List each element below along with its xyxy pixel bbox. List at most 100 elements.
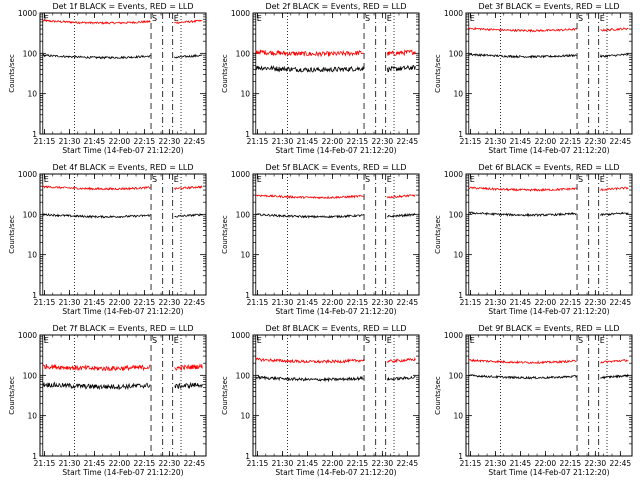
plot-frame — [252, 334, 420, 457]
x-tick-label: 22:45 — [184, 459, 206, 468]
y-tick-label: 100 — [23, 371, 38, 380]
plot-frame — [39, 173, 207, 296]
x-tick-label: 21:30 — [59, 137, 81, 146]
y-tick-label: 10 — [27, 90, 37, 99]
marker-label: S — [365, 175, 370, 184]
x-tick-label: 22:00 — [535, 459, 557, 468]
marker-label: E — [174, 14, 179, 23]
lld-series-line — [255, 356, 416, 364]
marker-label: E — [470, 175, 475, 184]
x-tick-label: 22:00 — [535, 137, 557, 146]
x-tick-label: 21:45 — [84, 137, 106, 146]
events-series-line — [42, 212, 203, 219]
marker-label: S — [152, 14, 157, 23]
x-tick-label: 22:30 — [159, 298, 181, 307]
y-tick-label: 10 — [27, 412, 37, 421]
lld-series-line — [42, 362, 203, 372]
marker-label: E — [44, 175, 49, 184]
x-tick-label: 22:45 — [184, 298, 206, 307]
y-axis-label: Counts/sec — [434, 54, 442, 93]
y-tick-label: 100 — [236, 371, 251, 380]
y-tick-label: 1 — [32, 130, 37, 139]
x-tick-label: 22:00 — [109, 459, 131, 468]
x-tick-label: 21:45 — [297, 137, 319, 146]
events-series-line — [42, 53, 203, 60]
y-tick-label: 1 — [245, 291, 250, 300]
y-tick-label: 1 — [458, 452, 463, 461]
events-series-line — [255, 64, 416, 73]
panel-8: Det 8f BLACK = Events, RED = LLD 1 10 100 10… — [221, 324, 420, 477]
y-axis-label: Counts/sec — [8, 54, 16, 93]
lld-series-line — [468, 26, 629, 33]
panel-title: Det 9f BLACK = Events, RED = LLD — [478, 324, 619, 333]
plot-frame — [39, 334, 207, 457]
y-tick-label: 1000 — [231, 9, 250, 18]
x-tick-label: 21:45 — [297, 459, 319, 468]
x-tick-label: 21:30 — [272, 298, 294, 307]
x-tick-label: 21:30 — [272, 137, 294, 146]
panel-6: Det 6f BLACK = Events, RED = LLD 1 10 100 10… — [434, 163, 633, 316]
y-axis-label: Counts/sec — [434, 376, 442, 415]
marker-label: S — [152, 175, 157, 184]
y-tick-label: 1 — [32, 291, 37, 300]
y-tick-label: 10 — [27, 251, 37, 260]
x-tick-label: 21:15 — [34, 459, 56, 468]
marker-label: E — [387, 175, 392, 184]
panel-3: Det 3f BLACK = Events, RED = LLD 1 10 100 10… — [434, 2, 633, 155]
lld-series-line — [255, 194, 416, 200]
y-tick-label: 10 — [453, 90, 463, 99]
y-tick-label: 10 — [453, 251, 463, 260]
x-tick-label: 22:45 — [397, 298, 419, 307]
events-series-line — [255, 213, 416, 219]
panel-1: Det 1f BLACK = Events, RED = LLD 1 10 100 10… — [8, 2, 207, 155]
panel-title: Det 4f BLACK = Events, RED = LLD — [52, 163, 193, 172]
panel-title: Det 3f BLACK = Events, RED = LLD — [478, 2, 619, 11]
y-axis-label: Counts/sec — [8, 376, 16, 415]
x-tick-label: 22:00 — [322, 137, 344, 146]
y-tick-label: 100 — [23, 49, 38, 58]
panel-7: Det 7f BLACK = Events, RED = LLD 1 10 100 10… — [8, 324, 207, 477]
x-tick-label: 22:00 — [322, 459, 344, 468]
x-tick-label: 21:45 — [84, 298, 106, 307]
marker-label: E — [257, 14, 262, 23]
panel-title: Det 6f BLACK = Events, RED = LLD — [478, 163, 619, 172]
panel-2: Det 2f BLACK = Events, RED = LLD 1 10 100 10… — [221, 2, 420, 155]
y-axis-label: Counts/sec — [221, 54, 229, 93]
marker-label: E — [387, 14, 392, 23]
x-tick-label: 22:45 — [397, 459, 419, 468]
x-tick-label: 22:00 — [535, 298, 557, 307]
marker-label: S — [365, 14, 370, 23]
y-axis-label: Counts/sec — [221, 215, 229, 254]
marker-label: S — [578, 14, 583, 23]
y-tick-label: 1000 — [18, 9, 37, 18]
x-tick-label: 21:15 — [34, 137, 56, 146]
x-tick-label: 21:30 — [59, 298, 81, 307]
marker-label: S — [578, 175, 583, 184]
marker-label: E — [600, 175, 605, 184]
x-tick-label: 22:00 — [109, 137, 131, 146]
x-tick-label: 22:15 — [560, 459, 582, 468]
y-tick-label: 1000 — [18, 170, 37, 179]
y-tick-label: 1000 — [444, 9, 463, 18]
y-tick-label: 100 — [449, 210, 464, 219]
y-tick-label: 1 — [245, 130, 250, 139]
y-tick-label: 10 — [453, 412, 463, 421]
events-series-line — [468, 373, 629, 380]
y-tick-label: 1 — [458, 130, 463, 139]
marker-label: E — [470, 14, 475, 23]
x-tick-label: 21:30 — [485, 459, 507, 468]
x-axis-label: Start Time (14-Feb-07 21:12:20) — [488, 307, 609, 316]
x-axis-label: Start Time (14-Feb-07 21:12:20) — [275, 146, 396, 155]
marker-label: E — [257, 336, 262, 345]
marker-label: E — [44, 14, 49, 23]
x-tick-label: 22:45 — [610, 459, 632, 468]
events-series-line — [468, 52, 629, 59]
x-tick-label: 21:15 — [34, 298, 56, 307]
x-tick-label: 21:15 — [460, 459, 482, 468]
y-tick-label: 10 — [240, 412, 250, 421]
y-tick-label: 1 — [458, 291, 463, 300]
panel-9: Det 9f BLACK = Events, RED = LLD 1 10 100 10… — [434, 324, 633, 477]
events-series-line — [42, 381, 203, 391]
x-axis-label: Start Time (14-Feb-07 21:12:20) — [275, 307, 396, 316]
